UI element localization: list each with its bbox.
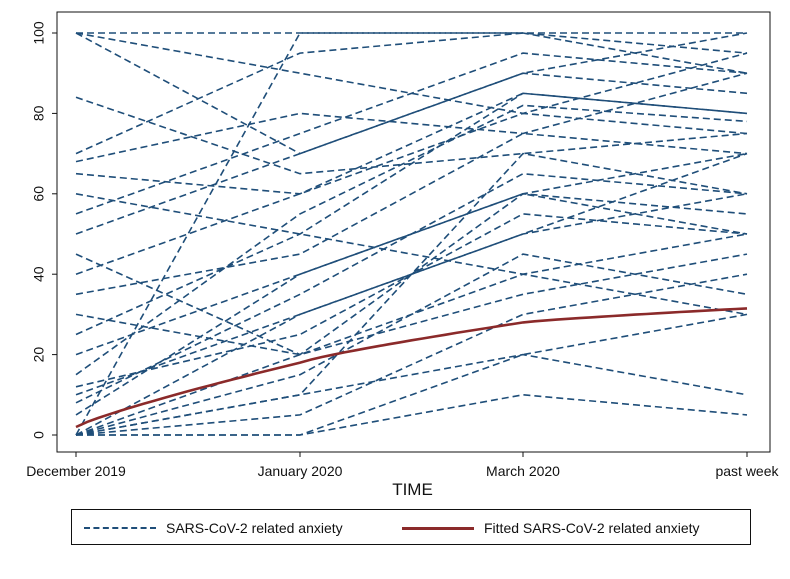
chart-legend: SARS-CoV-2 related anxiety Fitted SARS-C…: [71, 509, 751, 545]
y-tick-label: 100: [31, 21, 47, 45]
legend-item-fitted: Fitted SARS-CoV-2 related anxiety: [402, 510, 700, 546]
legend-swatch-solid-icon: [402, 527, 474, 530]
y-tick-label: 60: [31, 186, 47, 202]
x-tick-label: March 2020: [486, 463, 560, 479]
y-tick-label: 20: [31, 347, 47, 363]
x-axis-label: TIME: [392, 480, 433, 499]
y-tick-label: 80: [31, 105, 47, 121]
x-tick-label: December 2019: [26, 463, 126, 479]
x-tick-label: January 2020: [258, 463, 343, 479]
y-tick-label: 0: [31, 431, 47, 439]
legend-label-individual: SARS-CoV-2 related anxiety: [166, 520, 343, 536]
legend-swatch-dashed-icon: [84, 527, 156, 529]
x-tick-label: past week: [715, 463, 779, 479]
legend-item-individual: SARS-CoV-2 related anxiety: [84, 510, 343, 546]
legend-label-fitted: Fitted SARS-CoV-2 related anxiety: [484, 520, 700, 536]
y-tick-label: 40: [31, 266, 47, 282]
